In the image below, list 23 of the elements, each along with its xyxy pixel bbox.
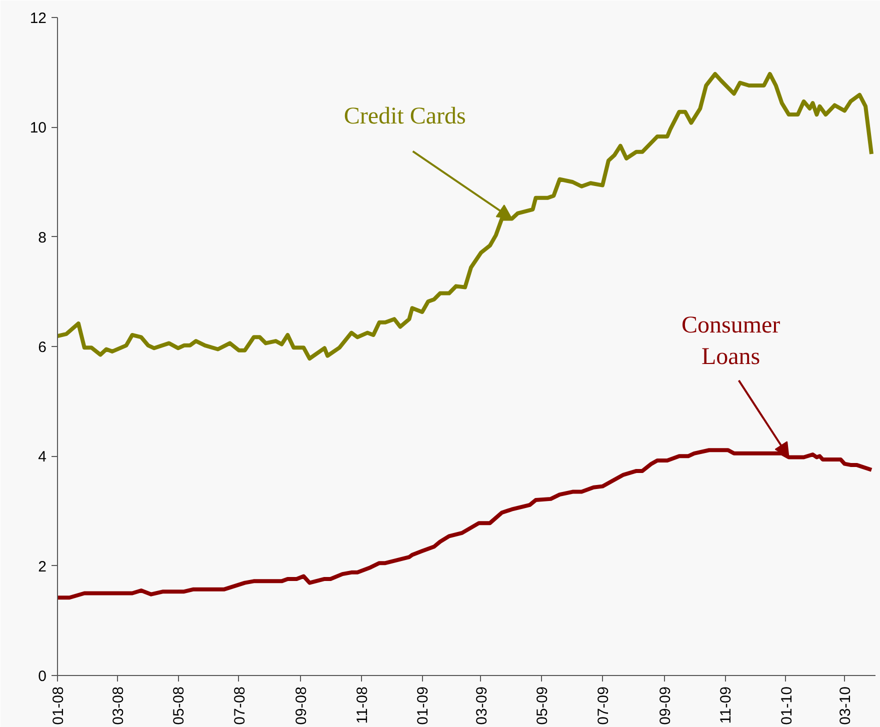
y-tick-label: 2 [38, 558, 46, 576]
x-tick-label: 01-10 [778, 686, 796, 725]
x-tick-label: 07-09 [595, 686, 612, 725]
y-tick-label: 8 [38, 229, 46, 246]
x-tick-label: 05-09 [534, 686, 552, 725]
x-tick-label: 07-08 [231, 686, 248, 725]
x-tick-label: 01-08 [50, 686, 67, 725]
y-tick-label: 0 [38, 668, 46, 685]
y-tick-label: 4 [38, 448, 46, 466]
x-tick-label: 03-08 [110, 686, 127, 725]
x-tick-label: 03-09 [473, 686, 490, 725]
x-tick-label: 03-10 [837, 686, 854, 725]
annotation: Credit Cards [344, 104, 466, 130]
annotation: Consumer Loans [681, 312, 780, 370]
y-tick-label: 12 [30, 10, 47, 27]
x-tick-label: 09-08 [293, 686, 310, 725]
y-tick-label: 6 [38, 339, 46, 356]
x-tick-label: 05-08 [170, 686, 188, 725]
x-tick-label: 11-08 [354, 686, 371, 724]
x-tick-label: 11-09 [718, 686, 735, 724]
y-tick-label: 10 [30, 120, 47, 137]
x-tick-label: 09-09 [656, 686, 674, 725]
x-tick-label: 01-09 [414, 686, 432, 725]
